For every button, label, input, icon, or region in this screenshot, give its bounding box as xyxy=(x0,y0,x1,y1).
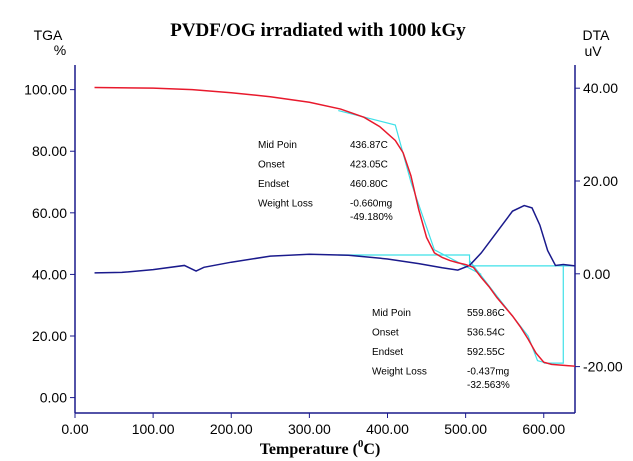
dta-curve xyxy=(94,204,576,274)
dta-baseline-2 xyxy=(543,265,564,364)
annotation-1-label: Mid Poin xyxy=(258,140,297,151)
annotation-2-label: Mid Poin xyxy=(372,308,411,319)
x-axis-label-text: Temperature ( xyxy=(260,441,358,458)
x-tick-label: 400.00 xyxy=(366,421,409,437)
tga-tangent-1 xyxy=(338,109,482,275)
y-right-tick-label: 20.00 xyxy=(583,173,618,189)
right-axis-label: DTA xyxy=(583,27,611,43)
y-left-tick-label: 100.00 xyxy=(24,82,67,98)
y-left-tick-label: 60.00 xyxy=(32,205,67,221)
right-axis-unit: uV xyxy=(584,43,602,59)
annotation-1-label: Weight Loss xyxy=(258,199,313,210)
annotation-1-label: Onset xyxy=(258,160,285,171)
x-axis-label: Temperature (0C) xyxy=(260,438,381,458)
y-left-tick-label: 40.00 xyxy=(32,266,67,282)
annotation-2-label: Weight Loss xyxy=(372,367,427,378)
dta-baseline-1 xyxy=(338,254,575,267)
chart-title: PVDF/OG irradiated with 1000 kGy xyxy=(170,20,466,41)
annotation-2-value: -32.563% xyxy=(467,380,510,391)
annotation-2-value: 559.86C xyxy=(467,308,505,319)
x-tick-label: 200.00 xyxy=(210,421,253,437)
y-left-tick-label: 0.00 xyxy=(40,390,67,406)
annotation-2-value: 536.54C xyxy=(467,328,505,339)
x-tick-label: 300.00 xyxy=(288,421,331,437)
left-axis-label: TGA xyxy=(34,27,63,43)
annotation-2-value: -0.437mg xyxy=(467,367,509,378)
annotation-1-value: 436.87C xyxy=(350,140,388,151)
x-tick-label: 100.00 xyxy=(132,421,175,437)
y-right-tick-label: 0.00 xyxy=(583,266,610,282)
annotation-2-label: Endset xyxy=(372,347,403,358)
annotation-1-value: 423.05C xyxy=(350,160,388,171)
annotation-1-label: Endset xyxy=(258,179,289,190)
annotation-2-label: Onset xyxy=(372,328,399,339)
x-axis-label-superscript: 0 xyxy=(358,438,364,450)
annotation-1-value: 460.80C xyxy=(350,179,388,190)
annotation-2-value: 592.55C xyxy=(467,347,505,358)
y-right-tick-label: 40.00 xyxy=(583,80,618,96)
y-right-tick-label: -20.00 xyxy=(583,359,623,375)
plot-area: 0.00 100.00 200.00 300.00 400.00 500.00 600.00… xyxy=(24,65,623,437)
x-axis-label-unit: C) xyxy=(363,441,380,458)
y-left-tick-label: 80.00 xyxy=(32,143,67,159)
x-tick-label: 600.00 xyxy=(522,421,565,437)
tga-curve xyxy=(94,86,576,367)
y-left-tick-label: 20.00 xyxy=(32,328,67,344)
annotation-1-value: -49.180% xyxy=(350,212,393,223)
x-tick-label: 500.00 xyxy=(444,421,487,437)
annotation-1-value: -0.660mg xyxy=(350,199,392,210)
left-axis-unit: % xyxy=(54,42,66,58)
x-tick-label: 0.00 xyxy=(61,421,88,437)
